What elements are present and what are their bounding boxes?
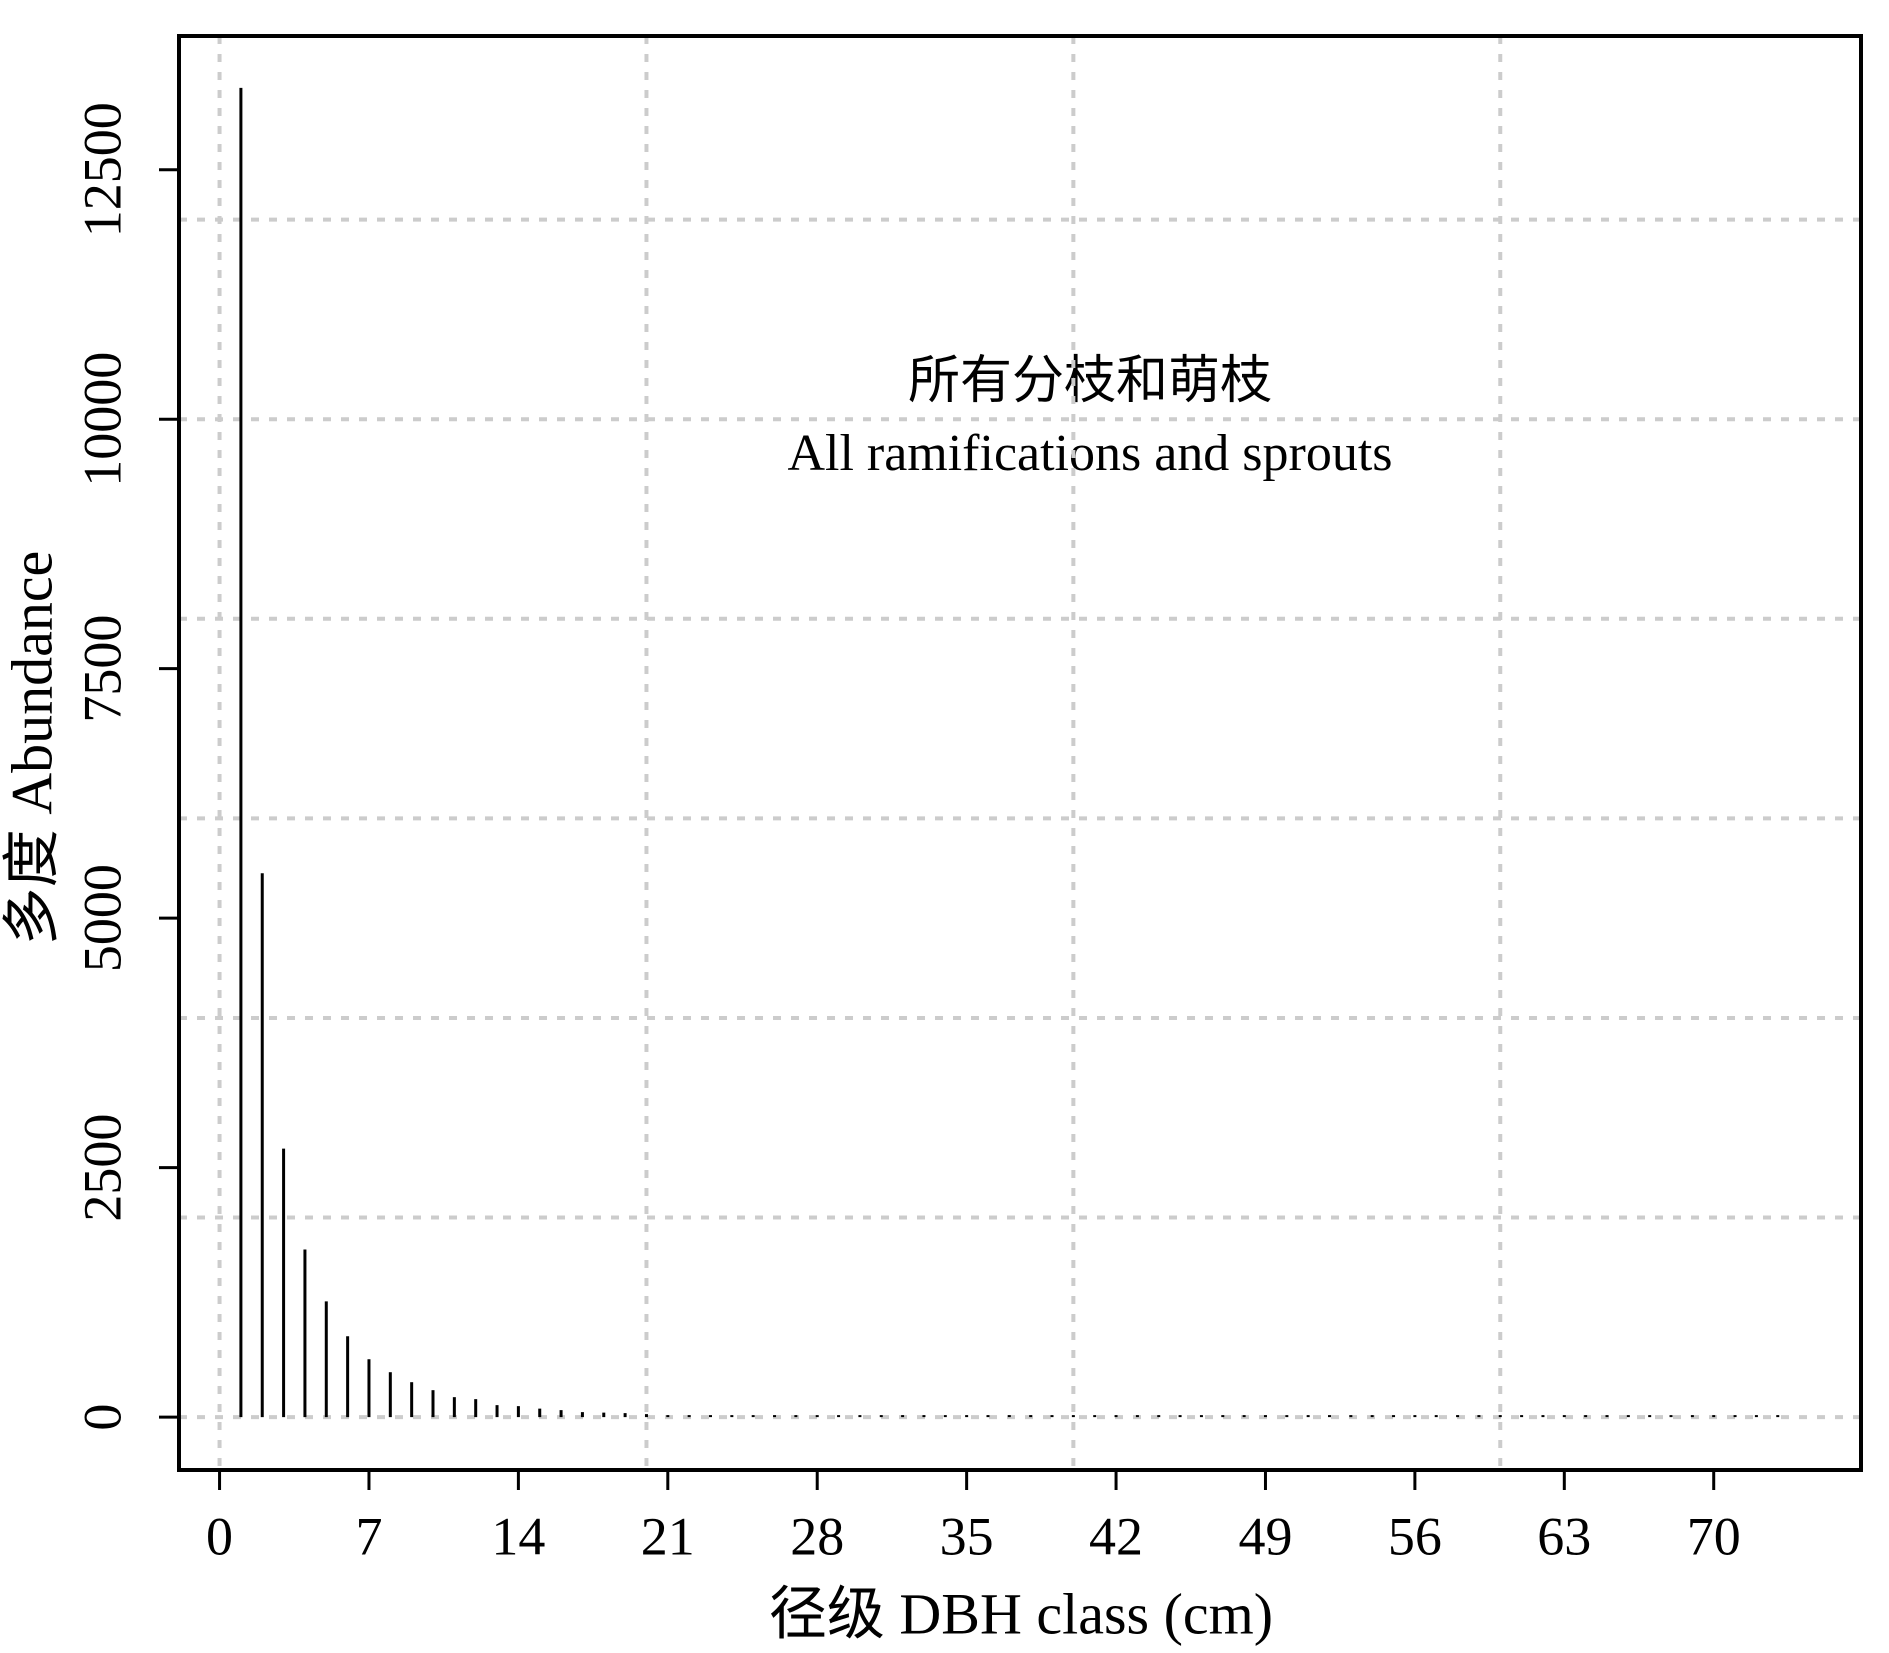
y-tick-label: 2500 xyxy=(72,1114,132,1222)
x-axis-title: 径级 DBH class (cm) xyxy=(769,1581,1273,1646)
y-tick-label: 5000 xyxy=(72,864,132,972)
x-tick-label: 28 xyxy=(790,1506,844,1566)
x-tick-label: 14 xyxy=(491,1506,545,1566)
y-tick-label: 0 xyxy=(72,1404,132,1431)
x-tick-label: 49 xyxy=(1238,1506,1292,1566)
x-tick-label: 35 xyxy=(940,1506,994,1566)
y-tick-label: 7500 xyxy=(72,615,132,723)
plot-frame xyxy=(177,34,1863,1472)
x-tick-label: 70 xyxy=(1687,1506,1741,1566)
x-tick-label: 56 xyxy=(1388,1506,1442,1566)
x-tick-label: 42 xyxy=(1089,1506,1143,1566)
annotation: 所有分枝和萌枝 xyxy=(908,353,1272,410)
x-tick-label: 63 xyxy=(1537,1506,1591,1566)
y-axis-title: 多度 Abundance xyxy=(0,551,64,946)
annotation: All ramifications and sprouts xyxy=(787,425,1392,482)
x-tick-label: 21 xyxy=(641,1506,695,1566)
x-tick-label: 7 xyxy=(355,1506,382,1566)
y-tick-label: 12500 xyxy=(72,102,132,237)
x-tick-label: 0 xyxy=(206,1506,233,1566)
y-tick-label: 10000 xyxy=(72,352,132,487)
